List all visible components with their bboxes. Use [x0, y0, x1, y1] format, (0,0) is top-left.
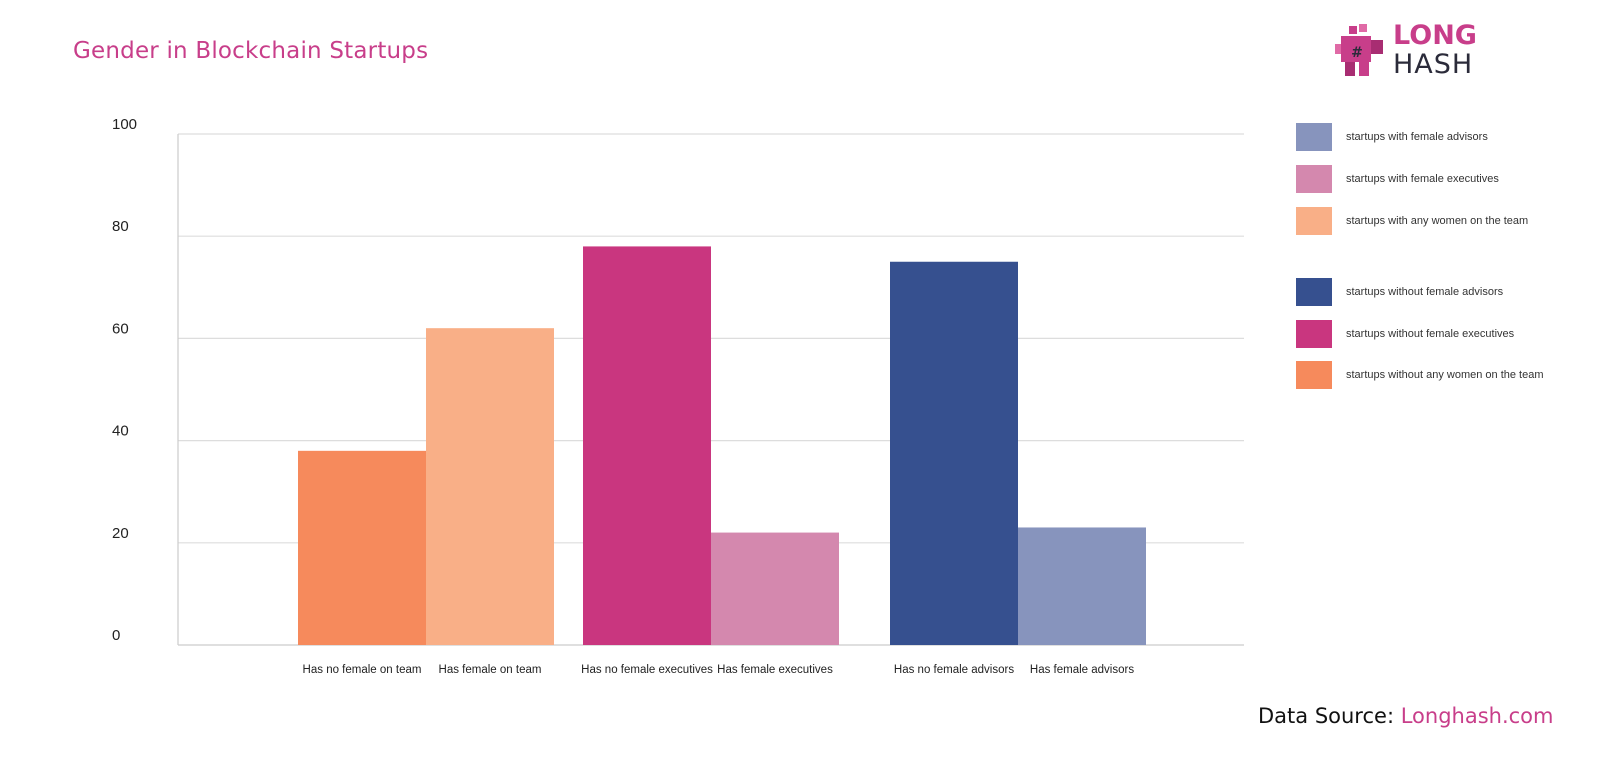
legend-item: startups with any women on the team: [1296, 207, 1528, 235]
bar: [711, 532, 839, 645]
legend-label: startups without female advisors: [1346, 286, 1504, 298]
x-tick-label: Has no female on team: [303, 664, 422, 676]
data-source: Data Source: Longhash.com: [1258, 704, 1553, 728]
bar: [426, 328, 554, 645]
legend-swatch: [1296, 320, 1332, 348]
legend-item: startups without any women on the team: [1296, 361, 1544, 389]
x-tick-label: Has female executives: [717, 664, 833, 676]
bars: [298, 246, 1146, 646]
y-tick-label: 0: [112, 627, 120, 644]
legend-label: startups with any women on the team: [1346, 215, 1529, 227]
legend-item: startups with female executives: [1296, 165, 1499, 193]
legend-label: startups with female executives: [1346, 173, 1499, 185]
logo-word-long: LONG: [1393, 20, 1477, 51]
x-tick-label: Has no female executives: [581, 664, 713, 676]
legend-swatch: [1296, 207, 1332, 235]
bar-chart: 0 20 40 60 80 100 Has no female on team Has fe…: [112, 116, 1244, 676]
logo-word-hash: HASH: [1393, 49, 1474, 80]
x-axis-ticks: Has no female on team Has female on team H…: [303, 664, 1135, 676]
data-source-link[interactable]: Longhash.com: [1400, 704, 1554, 728]
svg-text:#: #: [1351, 45, 1363, 61]
legend-swatch: [1296, 165, 1332, 193]
legend-label: startups without any women on the team: [1346, 369, 1544, 381]
y-tick-label: 80: [112, 218, 129, 235]
bar: [298, 450, 426, 645]
legend-label: startups with female advisors: [1346, 131, 1488, 143]
y-axis-ticks: 0 20 40 60 80 100: [112, 116, 137, 644]
bar: [890, 261, 1018, 645]
y-tick-label: 20: [112, 525, 129, 542]
legend-item: startups without female advisors: [1296, 278, 1503, 306]
legend-item: startups with female advisors: [1296, 123, 1488, 151]
legend-item: startups without female executives: [1296, 320, 1514, 348]
data-source-label: Data Source:: [1258, 704, 1401, 728]
legend-swatch: [1296, 123, 1332, 151]
x-tick-label: Has no female advisors: [894, 664, 1014, 676]
bar: [583, 246, 711, 646]
x-tick-label: Has female on team: [439, 664, 542, 676]
chart-title: Gender in Blockchain Startups: [73, 38, 429, 64]
longhash-mascot-icon: #: [1335, 24, 1383, 76]
y-tick-label: 100: [112, 116, 137, 133]
y-tick-label: 40: [112, 423, 129, 440]
legend-swatch: [1296, 278, 1332, 306]
y-tick-label: 60: [112, 320, 129, 337]
bar: [1018, 527, 1146, 645]
legend-swatch: [1296, 361, 1332, 389]
legend-label: startups without female executives: [1346, 328, 1515, 340]
x-tick-label: Has female advisors: [1030, 664, 1134, 676]
longhash-logo: # LONG HASH: [1335, 18, 1495, 88]
